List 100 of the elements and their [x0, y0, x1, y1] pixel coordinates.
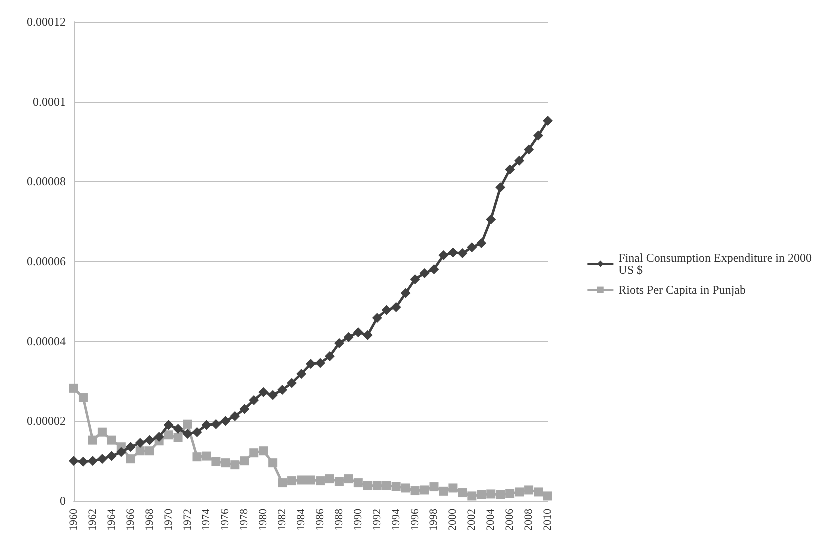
point [88, 456, 98, 466]
point [496, 490, 506, 500]
point [458, 248, 468, 259]
x-tick-label: 1994 [390, 508, 402, 531]
point [524, 486, 534, 495]
point [430, 482, 439, 492]
point [258, 387, 269, 398]
point [250, 448, 259, 458]
point [230, 411, 240, 422]
x-tick-label: 1984 [296, 508, 308, 531]
x-tick-label: 1986 [314, 508, 326, 531]
point [316, 476, 325, 486]
x-tick-label: 1990 [352, 508, 364, 531]
point [410, 274, 420, 284]
point [420, 268, 430, 278]
point [70, 384, 78, 393]
point [182, 428, 193, 439]
point [334, 477, 344, 486]
point [249, 395, 260, 406]
point [287, 378, 298, 388]
point [259, 446, 268, 456]
y-tick-label: 0 [60, 494, 66, 508]
point [278, 478, 288, 488]
y-tick-label: 0.00008 [27, 174, 66, 189]
point [382, 305, 392, 316]
point [410, 486, 420, 496]
point [97, 454, 108, 464]
point [135, 438, 146, 448]
point [486, 214, 496, 225]
x-tick-label: 1978 [238, 508, 251, 531]
point [211, 419, 222, 430]
point [496, 182, 506, 193]
point [467, 242, 478, 253]
point [353, 328, 364, 338]
point [78, 394, 88, 403]
point [534, 130, 544, 141]
point [173, 424, 184, 434]
point [505, 164, 516, 175]
x-tick-label: 1966 [124, 508, 137, 531]
point [202, 420, 212, 430]
point [515, 488, 524, 497]
point [325, 474, 334, 484]
x-tick-label: 1980 [258, 508, 270, 531]
legend-label: Riots Per Capita in Punjab [618, 283, 746, 297]
x-tick-label: 1976 [220, 508, 232, 531]
point [192, 452, 202, 462]
point [98, 428, 107, 437]
point [400, 288, 411, 298]
point [297, 476, 306, 485]
point [401, 484, 410, 493]
point [221, 458, 230, 468]
point [230, 460, 240, 470]
point [524, 144, 534, 155]
point [296, 369, 307, 380]
point [382, 481, 392, 490]
point [391, 302, 402, 312]
point [477, 490, 486, 500]
point [212, 457, 221, 466]
point [514, 156, 525, 166]
x-tick-label: 1964 [106, 508, 118, 531]
x-tick-label: 2004 [485, 508, 498, 531]
point [344, 332, 354, 342]
point [476, 238, 487, 249]
x-tick-label: 2000 [447, 508, 460, 531]
x-tick-label: 2010 [542, 508, 554, 531]
point [240, 404, 250, 414]
point [78, 456, 88, 467]
point [420, 486, 430, 495]
x-tick-label: 1970 [162, 508, 175, 531]
y-tick-label: 0.00012 [27, 15, 66, 29]
point [506, 489, 515, 498]
point [486, 490, 496, 499]
x-tick-label: 1996 [409, 508, 422, 531]
y-tick-label: 0.00004 [27, 334, 66, 348]
point [448, 484, 458, 493]
point [240, 456, 250, 466]
point [126, 442, 136, 452]
point [220, 416, 231, 426]
point [174, 433, 183, 442]
point [183, 420, 192, 429]
point [126, 454, 136, 464]
point [306, 476, 316, 485]
legend-label: Final Consumption Expenditure in 2000 US $ [618, 251, 816, 277]
point [544, 492, 552, 501]
point [429, 264, 440, 274]
x-tick-label: 1998 [428, 508, 440, 531]
point [88, 436, 98, 445]
point [363, 481, 372, 490]
y-tick-label: 0.00002 [27, 414, 66, 428]
point [439, 486, 448, 496]
point [468, 492, 477, 501]
point [278, 385, 288, 396]
y-tick-label: 0.00006 [27, 254, 66, 268]
point [202, 452, 212, 461]
point [154, 432, 164, 442]
point [324, 352, 335, 362]
point [69, 456, 79, 466]
point [438, 250, 449, 261]
point [164, 430, 174, 440]
point [288, 476, 297, 486]
